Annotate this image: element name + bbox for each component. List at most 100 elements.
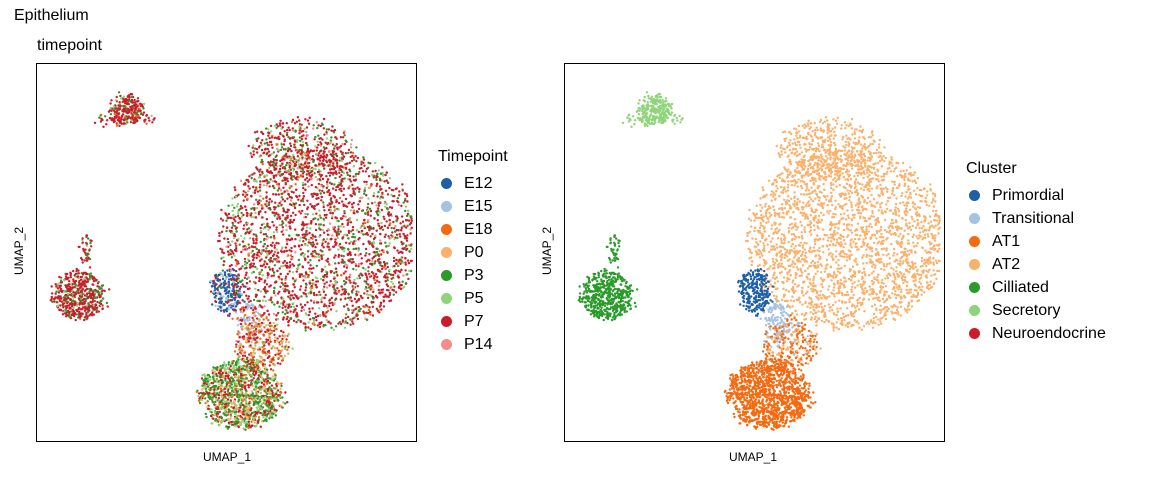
timepoint-point [329,161,332,164]
timepoint-point [223,273,227,277]
timepoint-point [344,197,348,201]
timepoint-point [243,354,247,357]
timepoint-point [341,200,344,203]
timepoint-point [404,197,407,201]
timepoint-point [281,126,284,129]
timepoint-point [383,224,387,228]
timepoint-point [241,367,245,370]
timepoint-point [291,175,294,178]
timepoint-point [267,154,270,158]
timepoint-point [229,272,232,275]
timepoint-point [252,233,255,236]
timepoint-point [272,321,275,325]
timepoint-point [211,285,214,288]
timepoint-point [306,163,310,167]
timepoint-point [372,237,376,241]
timepoint-point [294,251,297,254]
timepoint-point [319,170,322,173]
timepoint-point [289,214,293,218]
timepoint-point [264,391,267,394]
timepoint-point [312,167,315,171]
timepoint-point [259,195,262,198]
timepoint-point [230,396,234,399]
timepoint-point [271,416,274,419]
timepoint-point [286,401,289,404]
timepoint-point [282,186,285,189]
timepoint-point [284,347,287,351]
timepoint-point [343,290,347,293]
timepoint-point [283,130,286,133]
timepoint-point [225,245,228,248]
timepoint-point [404,199,407,202]
timepoint-point [304,326,307,329]
timepoint-point [237,396,240,399]
timepoint-point [317,163,321,166]
timepoint-point [302,236,305,239]
timepoint-point [231,240,234,243]
timepoint-point [243,276,247,279]
timepoint-point [377,288,380,292]
timepoint-point [334,188,338,192]
timepoint-point [360,262,363,265]
timepoint-point [348,185,351,188]
timepoint-point [264,289,267,293]
timepoint-point [278,335,281,338]
timepoint-point [234,215,237,218]
timepoint-point [259,391,262,395]
timepoint-point [285,303,288,306]
timepoint-point [223,405,227,409]
timepoint-point [286,180,289,183]
timepoint-point [332,162,335,165]
timepoint-point [206,405,209,409]
timepoint-point [341,237,344,240]
timepoint-point [293,206,297,210]
timepoint-point [241,354,245,357]
timepoint-point [322,156,325,159]
timepoint-point [280,342,284,345]
timepoint-point [267,203,271,206]
timepoint-point [305,126,309,129]
timepoint-point [382,266,385,269]
timepoint-point [292,319,296,322]
timepoint-point [314,315,318,319]
timepoint-point [211,375,214,379]
timepoint-point [233,248,237,252]
timepoint-point [278,350,281,354]
timepoint-point [377,169,380,172]
timepoint-point [379,188,382,191]
timepoint-point [266,276,269,280]
timepoint-point [291,118,295,122]
timepoint-point [298,239,302,242]
timepoint-point [286,255,289,258]
timepoint-point [313,255,316,258]
timepoint-point [288,303,291,306]
timepoint-point [315,121,318,124]
timepoint-point [226,300,230,303]
timepoint-point [304,157,307,160]
timepoint-point [233,278,236,282]
timepoint-point [233,417,237,420]
timepoint-point [211,303,214,306]
timepoint-point [297,318,300,322]
timepoint-point [231,267,234,271]
timepoint-point [317,154,320,157]
timepoint-point [304,188,307,191]
timepoint-point [380,221,383,225]
timepoint-point [341,170,344,174]
timepoint-point [290,203,293,207]
timepoint-point [296,138,299,142]
timepoint-point [375,250,379,254]
timepoint-point [323,285,326,288]
timepoint-point [351,291,354,294]
timepoint-point [363,292,366,295]
timepoint-point [285,169,288,172]
timepoint-point [316,324,319,327]
timepoint-point [273,208,276,211]
timepoint-point [270,330,273,334]
timepoint-point [265,256,268,259]
timepoint-point [252,308,255,312]
timepoint-point [258,173,262,176]
timepoint-point [405,239,409,242]
timepoint-point [334,136,337,139]
timepoint-point [312,206,315,210]
